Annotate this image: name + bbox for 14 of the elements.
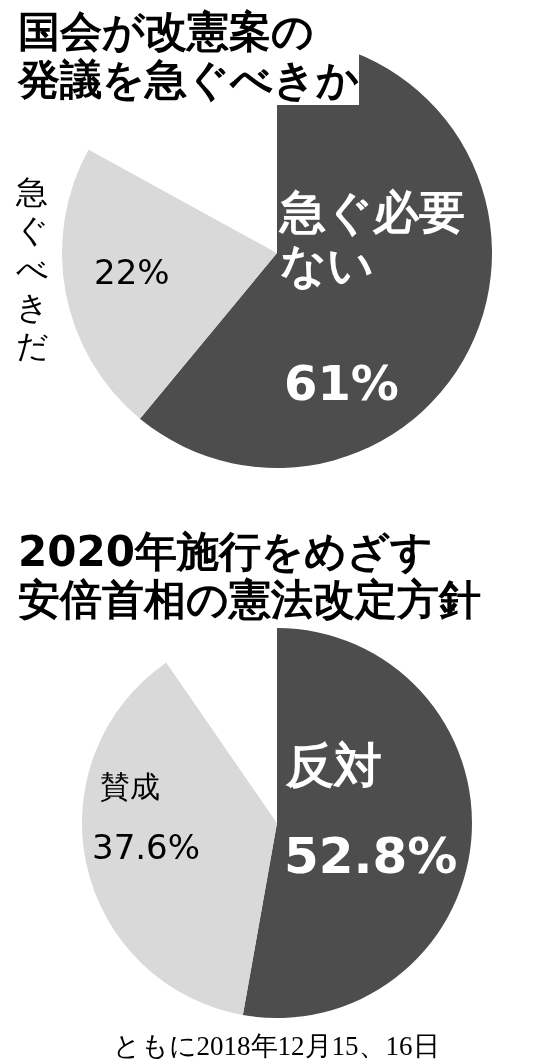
data-label: 61%: [284, 355, 399, 412]
data-label: 37.6%: [92, 827, 201, 868]
slice-label: 急ぐ必要ない: [280, 185, 466, 292]
chart-title: 国会が改憲案の発議を急ぐべきか: [18, 7, 359, 105]
slice-label: 賛成: [100, 769, 160, 805]
pie-slice: [242, 628, 472, 1018]
pie-slice: [82, 662, 277, 1015]
text: ともに2018年12月15、16日: [111, 1030, 441, 1062]
slice-label: 急ぐべきだ: [16, 173, 50, 365]
chart-title: 2020年施行をめざす安倍首相の憲法改定方針: [18, 527, 481, 625]
pie-slice: [62, 149, 277, 419]
data-label: 22%: [94, 252, 170, 293]
data-label: 52.8%: [284, 827, 458, 886]
slice-label: 反対: [286, 737, 382, 794]
